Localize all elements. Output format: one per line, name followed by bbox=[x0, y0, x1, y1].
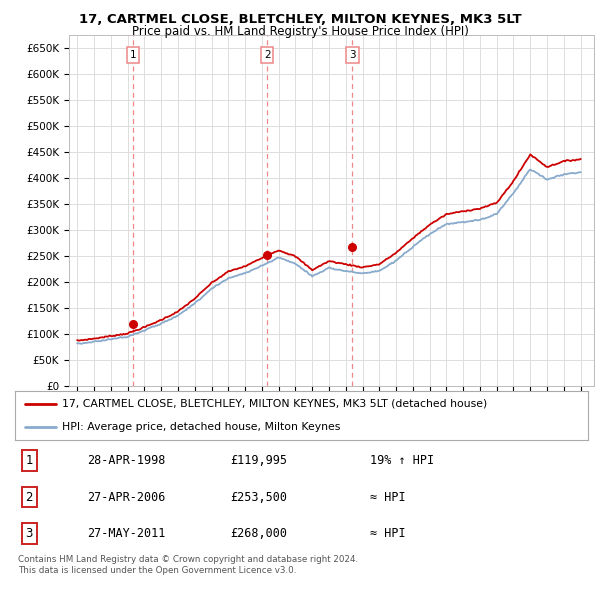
Text: ≈ HPI: ≈ HPI bbox=[370, 527, 406, 540]
Text: 1: 1 bbox=[26, 454, 33, 467]
Text: £268,000: £268,000 bbox=[230, 527, 287, 540]
Text: 2: 2 bbox=[264, 50, 271, 60]
Text: 3: 3 bbox=[26, 527, 33, 540]
Text: 17, CARTMEL CLOSE, BLETCHLEY, MILTON KEYNES, MK3 5LT: 17, CARTMEL CLOSE, BLETCHLEY, MILTON KEY… bbox=[79, 13, 521, 26]
Text: 28-APR-1998: 28-APR-1998 bbox=[86, 454, 165, 467]
Text: ≈ HPI: ≈ HPI bbox=[370, 490, 406, 504]
Text: 1: 1 bbox=[130, 50, 136, 60]
Text: Price paid vs. HM Land Registry's House Price Index (HPI): Price paid vs. HM Land Registry's House … bbox=[131, 25, 469, 38]
Text: 19% ↑ HPI: 19% ↑ HPI bbox=[370, 454, 434, 467]
Text: 27-MAY-2011: 27-MAY-2011 bbox=[86, 527, 165, 540]
Text: 2: 2 bbox=[26, 490, 33, 504]
Text: £253,500: £253,500 bbox=[230, 490, 287, 504]
Text: 3: 3 bbox=[349, 50, 356, 60]
Text: 17, CARTMEL CLOSE, BLETCHLEY, MILTON KEYNES, MK3 5LT (detached house): 17, CARTMEL CLOSE, BLETCHLEY, MILTON KEY… bbox=[62, 399, 487, 409]
Text: £119,995: £119,995 bbox=[230, 454, 287, 467]
Text: Contains HM Land Registry data © Crown copyright and database right 2024.
This d: Contains HM Land Registry data © Crown c… bbox=[18, 555, 358, 575]
Text: 27-APR-2006: 27-APR-2006 bbox=[86, 490, 165, 504]
Text: HPI: Average price, detached house, Milton Keynes: HPI: Average price, detached house, Milt… bbox=[62, 422, 340, 432]
